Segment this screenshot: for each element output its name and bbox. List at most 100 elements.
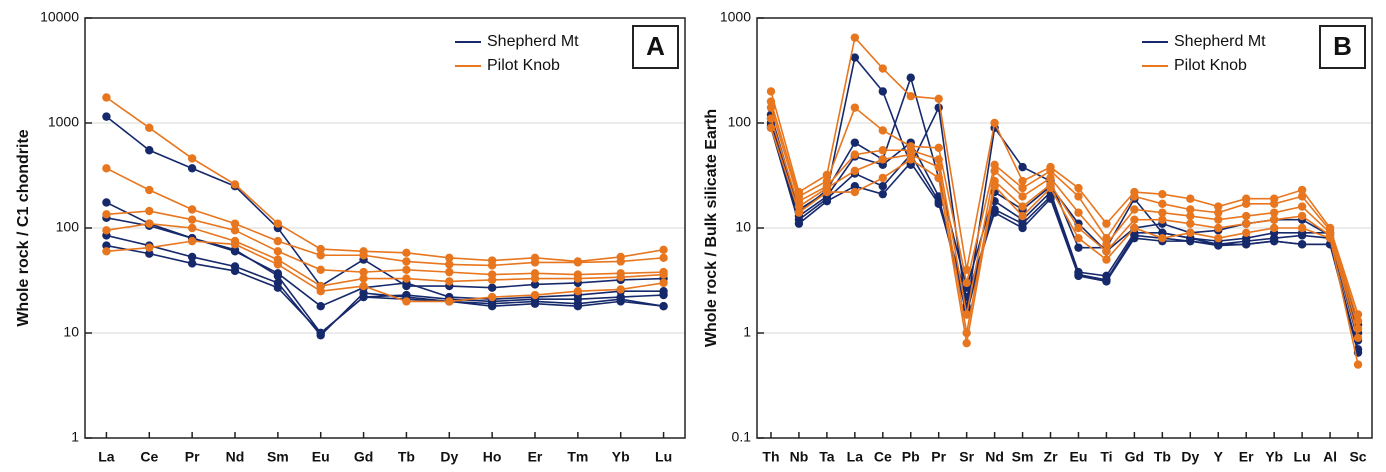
data-point [1158,233,1167,243]
data-point [850,33,860,42]
data-point [1074,243,1083,252]
data-point [934,143,943,153]
series-line [770,35,1359,315]
data-point [934,155,943,164]
legend-label: Pilot Knob [487,57,560,74]
data-point [573,274,583,283]
data-point [1130,205,1139,214]
data-point [273,271,283,281]
data-point [273,283,283,292]
data-point [878,173,887,183]
data-point [766,123,776,133]
data-point [850,150,860,159]
data-point [145,146,154,155]
y-axis-label: Whole rock / Bulk silicate Earth [703,109,720,347]
data-point [1269,223,1279,233]
data-point [316,251,325,260]
x-tick-label: Tm [567,449,588,465]
x-tick-label: Sc [1349,449,1366,465]
data-point [1297,185,1307,195]
series-line [105,96,664,263]
series-line [106,240,664,303]
data-point [187,154,197,163]
data-point [1158,208,1167,217]
data-point [316,328,325,338]
data-point [573,287,583,296]
series-line [106,167,664,267]
data-point [1158,215,1167,224]
x-tick-label: Lu [655,449,672,465]
data-point [616,257,625,266]
panel-label: A [646,31,665,61]
data-point [1242,199,1251,209]
data-point [616,297,625,306]
data-point [273,247,283,256]
data-point [1102,233,1111,243]
data-point [359,267,368,277]
data-point [187,215,197,224]
x-tick-label: Pr [185,449,200,465]
series-line [770,107,1359,329]
data-point [402,265,411,274]
series-line [770,55,1359,325]
data-point [573,301,583,311]
data-point [1130,192,1139,201]
data-point [1214,202,1223,211]
data-point [487,283,497,292]
data-point [850,103,860,112]
data-point [990,160,999,169]
panel-label-box [1319,25,1366,69]
data-point [1130,215,1139,224]
data-point [445,277,454,286]
data-point [145,123,154,133]
data-point [1242,211,1251,221]
data-point [1214,215,1223,224]
data-point [530,280,540,289]
x-tick-label: Ce [140,449,158,465]
data-point [1269,199,1279,209]
data-point [962,278,971,288]
data-point [1214,223,1223,233]
data-point [487,261,497,270]
panel-label-box [632,25,679,69]
data-point [878,87,887,96]
series-line [106,210,664,276]
data-point [1297,192,1307,201]
x-tick-label: Ce [874,449,892,465]
data-point [878,126,887,135]
x-tick-label: Ho [483,449,502,465]
data-point [230,180,240,189]
data-point [659,278,668,288]
data-point [1186,228,1195,238]
data-point [659,245,668,254]
y-tick-label: 1000 [720,9,751,25]
data-point [102,198,111,207]
data-point [530,299,540,308]
data-point [616,285,625,294]
data-point [1102,247,1111,256]
data-point [1102,255,1111,264]
data-point [616,272,625,282]
data-point [1297,211,1307,221]
series-line [770,127,1359,353]
data-point [1018,223,1027,233]
data-point [445,297,454,306]
data-point [1158,199,1167,209]
data-point [1130,233,1139,243]
data-point [1269,215,1279,224]
data-point [102,164,111,173]
y-tick-label: 10 [735,219,751,235]
x-tick-label: Sr [959,449,974,465]
x-tick-label: Y [1214,449,1224,465]
x-tick-label: Tb [398,449,415,465]
data-point [990,208,999,217]
data-point [402,248,411,258]
data-point [1046,183,1055,193]
x-tick-label: Yb [612,449,630,465]
data-point [187,259,197,268]
data-point [659,253,668,263]
data-point [230,266,240,276]
data-point [487,275,497,285]
data-point [794,208,804,217]
data-point [878,64,887,73]
